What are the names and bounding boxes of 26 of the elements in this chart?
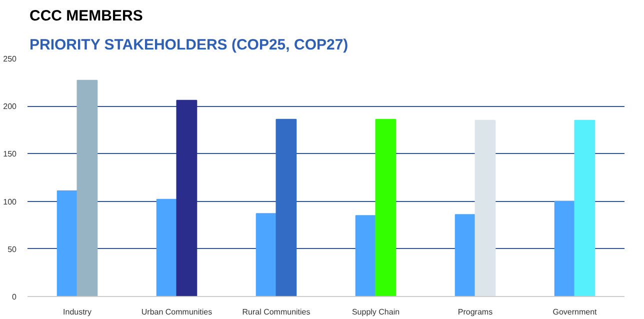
bar (276, 118, 297, 296)
bar (76, 80, 98, 296)
x-tick-label: Industry (63, 308, 92, 316)
x-tick-label: Urban Communities (141, 308, 212, 316)
bar (454, 214, 476, 296)
x-tick-label: Rural Communities (242, 308, 310, 316)
y-tick-label: 200 (3, 102, 18, 112)
bar (256, 213, 277, 296)
y-tick-label: 150 (3, 150, 18, 159)
x-tick-label: Supply Chain (352, 308, 400, 316)
chart-title: CCC MEMBERS (30, 8, 143, 24)
bar (156, 198, 178, 296)
x-tick-label: Programs (458, 308, 493, 316)
bar (355, 215, 376, 296)
y-tick-label: 0 (12, 292, 18, 302)
bar (375, 118, 396, 296)
x-tick-label: Government (552, 308, 598, 316)
bar (56, 190, 78, 296)
bar (474, 120, 496, 296)
y-tick-label: 250 (3, 54, 18, 64)
chart-subtitle: PRIORITY STAKEHOLDERS (COP25, COP27) (30, 36, 348, 54)
bar (574, 120, 596, 296)
bar (176, 100, 198, 296)
bar (554, 200, 576, 296)
y-tick-label: 100 (3, 197, 18, 206)
y-tick-label: 50 (8, 244, 18, 254)
